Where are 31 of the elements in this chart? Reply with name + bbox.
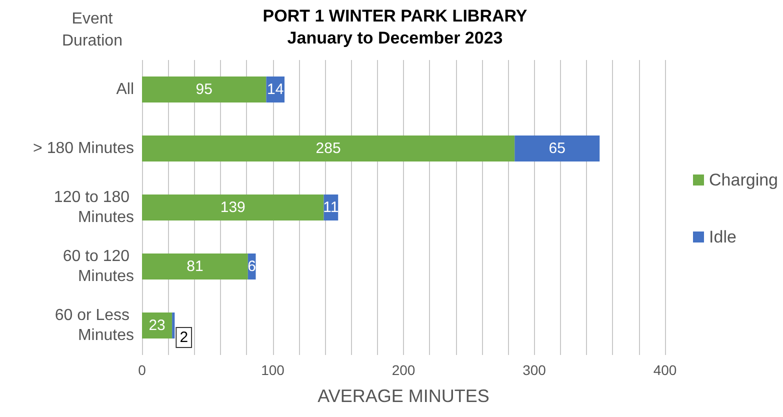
bar: [142, 136, 515, 162]
x-axis-title: AVERAGE MINUTES: [318, 386, 490, 406]
data-label: 65: [548, 140, 566, 157]
bar: [514, 136, 600, 162]
data-label: 285: [316, 140, 341, 157]
data-label: 95: [196, 81, 212, 98]
y-tick-label: All: [116, 81, 134, 98]
legend-label: Charging: [709, 170, 778, 190]
x-tick-label: 0: [138, 362, 146, 378]
data-label: 2: [180, 329, 188, 346]
data-label: 14: [267, 81, 284, 98]
y-tick-label: 120 to 180 Minutes: [54, 189, 134, 226]
x-tick-label: 100: [261, 362, 285, 378]
chart-title: PORT 1 WINTER PARK LIBRARY January to December 2023: [262, 6, 528, 48]
bar: [142, 194, 324, 220]
data-label: 81: [186, 258, 204, 275]
y-tick-label: 60 to 120 Minutes: [62, 248, 134, 285]
legend-label: Idle: [709, 228, 736, 246]
data-label: 11: [323, 199, 339, 216]
y-tick-label: > 180 Minutes: [33, 140, 134, 157]
data-label: 139: [220, 199, 246, 216]
bar: [142, 76, 266, 102]
x-tick-label: 200: [392, 362, 416, 378]
data-label: 23: [148, 317, 166, 334]
y-axis-title: Event Duration: [62, 10, 122, 50]
data-label: 6: [248, 258, 256, 275]
x-tick-label: 300: [522, 362, 546, 378]
y-tick-label: 60 or Less Minutes: [54, 307, 134, 344]
bar: [172, 312, 175, 338]
x-tick-label: 400: [653, 362, 677, 378]
bar: [142, 254, 248, 280]
